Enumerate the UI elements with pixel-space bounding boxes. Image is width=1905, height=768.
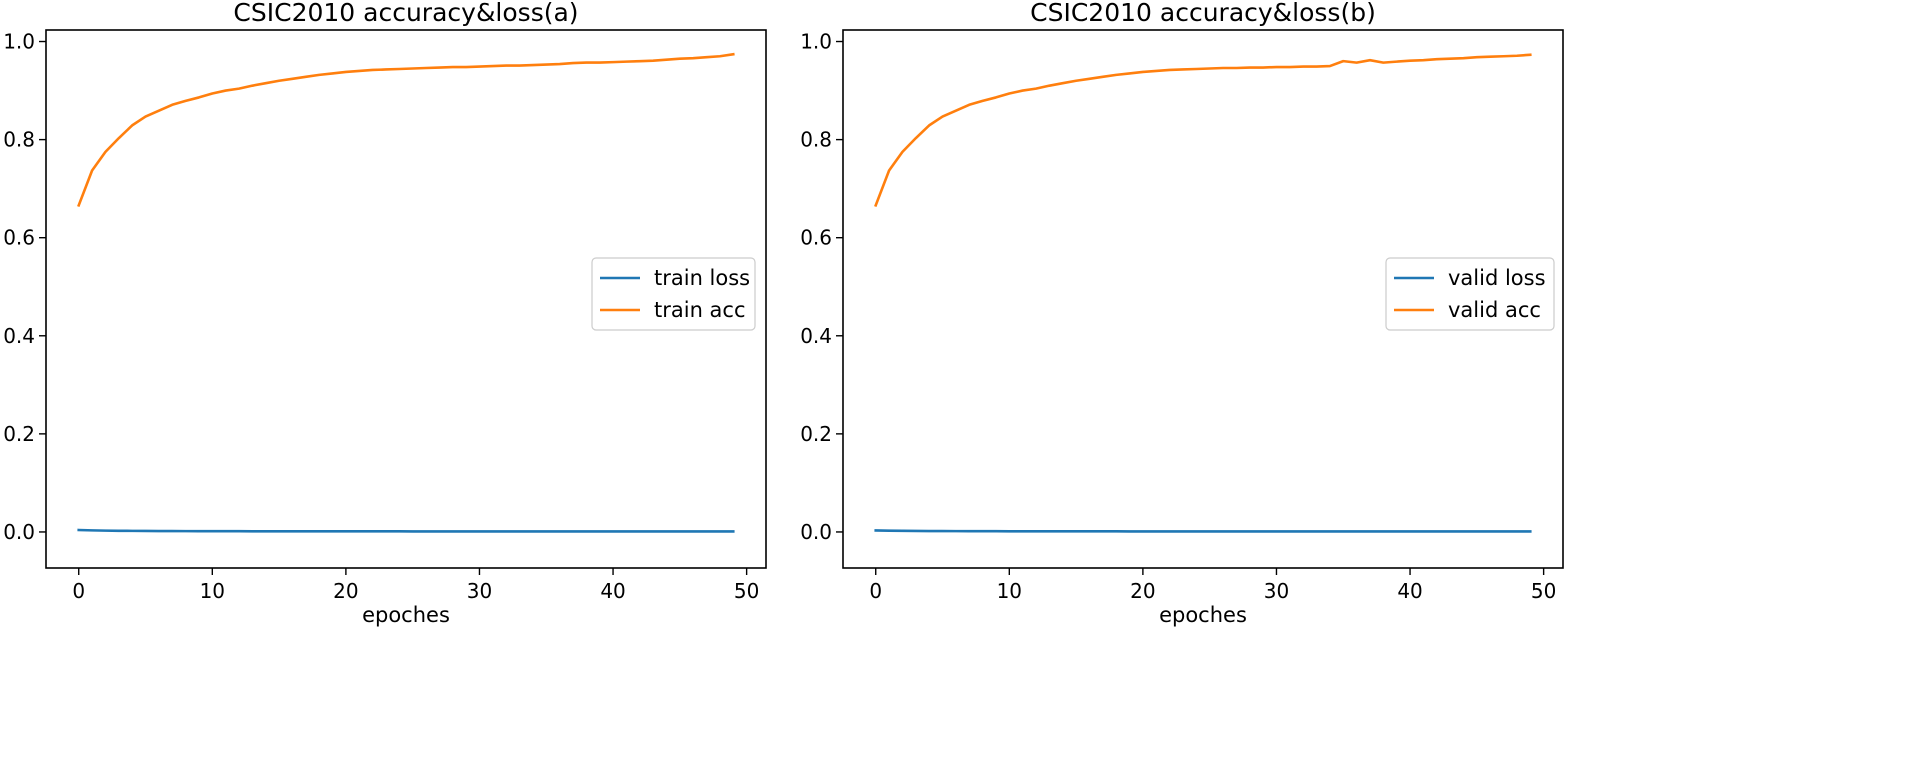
y-tick-label: 0.0 <box>800 520 832 544</box>
legend-label: valid acc <box>1448 298 1541 322</box>
y-tick-label: 0.6 <box>800 226 832 250</box>
chart-panel-2: CSIC2010 accuracy&loss(b) 0 10 20 30 40 50 0.0 0… <box>800 0 1564 627</box>
x-tick-label: 0 <box>72 579 85 603</box>
y-tick-label: 1.0 <box>3 30 35 54</box>
x-tick-label: 40 <box>600 579 625 603</box>
x-tick-label: 20 <box>1130 579 1155 603</box>
legend-label: valid loss <box>1448 266 1546 290</box>
y-tick-label: 0.6 <box>3 226 35 250</box>
y-tick-label: 0.8 <box>800 128 832 152</box>
legend-label: train loss <box>654 266 750 290</box>
y-tick-label: 1.0 <box>800 30 832 54</box>
legend-box <box>1385 257 1555 331</box>
axes-frame <box>842 29 1564 569</box>
series-line-train-acc <box>77 52 735 208</box>
chart-panel-1: CSIC2010 accuracy&loss(a) 0 10 20 30 40 50 0.0 0… <box>3 0 767 627</box>
legend: valid loss valid acc <box>1385 257 1555 331</box>
x-tick-label: 50 <box>1531 579 1556 603</box>
y-tick-label: 0.0 <box>3 520 35 544</box>
x-tick-label: 40 <box>1397 579 1422 603</box>
x-tick-label: 20 <box>333 579 358 603</box>
series-line-valid-loss <box>874 529 1532 533</box>
y-tick-label: 0.4 <box>800 324 832 348</box>
x-tick-label: 10 <box>200 579 225 603</box>
chart-title: CSIC2010 accuracy&loss(a) <box>233 0 578 27</box>
x-tick-label: 30 <box>467 579 492 603</box>
series-line-train-loss <box>77 528 735 533</box>
x-tick-label: 30 <box>1264 579 1289 603</box>
chart-title: CSIC2010 accuracy&loss(b) <box>1030 0 1376 27</box>
legend-box <box>591 257 756 331</box>
x-axis-label: epoches <box>362 603 450 627</box>
y-tick-label: 0.4 <box>3 324 35 348</box>
y-tick-label: 0.2 <box>3 422 35 446</box>
series-line-valid-acc <box>874 53 1532 208</box>
x-tick-label: 50 <box>734 579 759 603</box>
legend: train loss train acc <box>591 257 756 331</box>
y-tick-label: 0.8 <box>3 128 35 152</box>
axes-frame <box>45 29 767 569</box>
legend-label: train acc <box>654 298 746 322</box>
y-tick-label: 0.2 <box>800 422 832 446</box>
x-axis-label: epoches <box>1159 603 1247 627</box>
x-tick-label: 0 <box>869 579 882 603</box>
x-tick-label: 10 <box>997 579 1022 603</box>
